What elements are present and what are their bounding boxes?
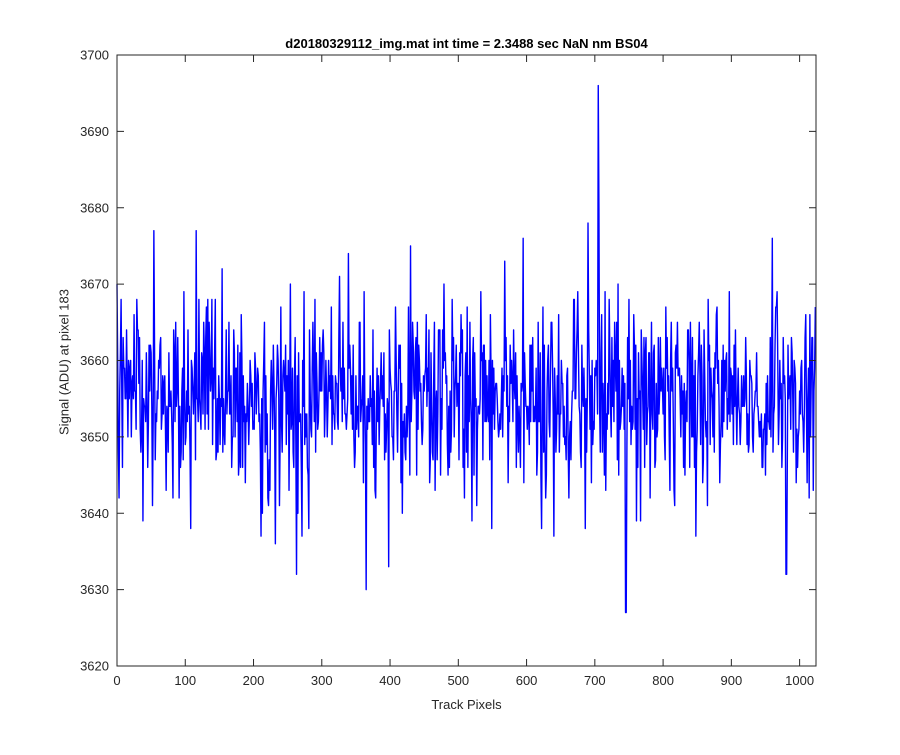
x-tick-label: 400 (379, 673, 401, 688)
x-tick-label: 0 (113, 673, 120, 688)
y-tick-label: 3700 (80, 48, 109, 63)
y-tick-label: 3640 (80, 506, 109, 521)
x-tick-label: 300 (311, 673, 333, 688)
tick-layer: 0 100 200 300 400 500 600 700 800 900 1000 3620 3630… (80, 48, 816, 688)
y-tick-label: 3690 (80, 124, 109, 139)
x-tick-label: 700 (584, 673, 606, 688)
series-layer (116, 84, 817, 614)
x-axis-label: Track Pixels (431, 697, 502, 712)
y-tick-label: 3620 (80, 659, 109, 674)
x-tick-label: 900 (721, 673, 743, 688)
x-tick-label: 200 (243, 673, 265, 688)
y-tick-label: 3680 (80, 200, 109, 215)
y-axis-label: Signal (ADU) at pixel 183 (56, 289, 72, 435)
x-tick-label: 1000 (785, 673, 814, 688)
y-tick-label: 3650 (80, 429, 109, 444)
y-tick-label: 3630 (80, 582, 109, 597)
chart-title: d20180329112_img.mat int time = 2.3488 s… (285, 36, 648, 51)
series-line (116, 84, 817, 614)
y-tick-label: 3670 (80, 277, 109, 292)
x-tick-label: 800 (652, 673, 674, 688)
x-tick-label: 500 (447, 673, 469, 688)
x-tick-label: 100 (174, 673, 196, 688)
y-tick-label: 3660 (80, 353, 109, 368)
x-tick-label: 600 (516, 673, 538, 688)
